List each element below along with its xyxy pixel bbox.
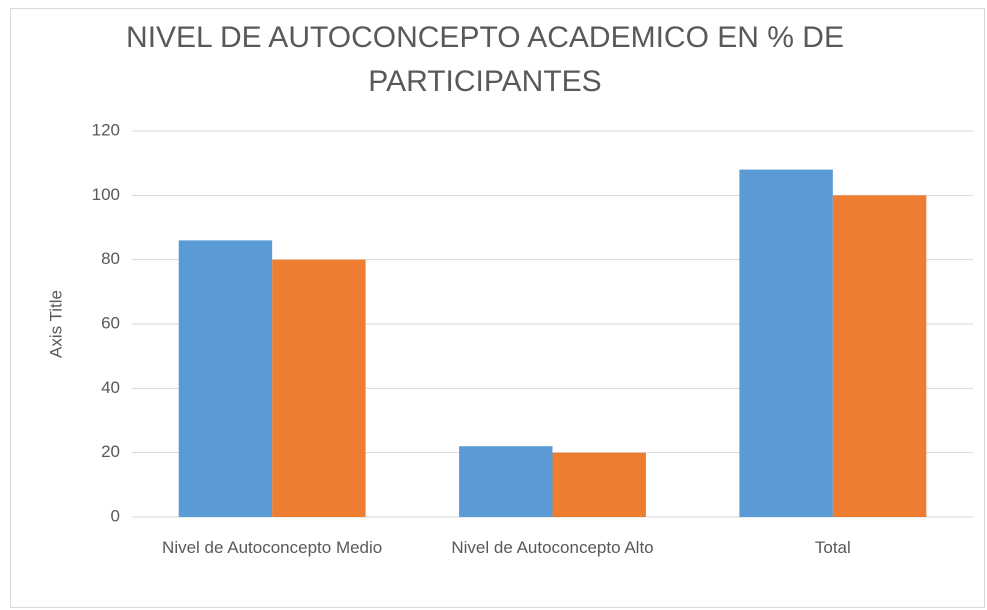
bar xyxy=(552,452,646,517)
y-tick-label: 40 xyxy=(101,378,120,397)
bar xyxy=(178,240,273,517)
bar xyxy=(459,446,553,517)
y-axis-title: Axis Title xyxy=(46,290,65,358)
bar xyxy=(272,259,366,517)
x-tick-label: Nivel de Autoconcepto Alto xyxy=(451,538,654,557)
bar xyxy=(832,195,927,518)
chart-title: NIVEL DE AUTOCONCEPTO ACADEMICO EN % DE … xyxy=(126,21,844,98)
y-tick-label: 0 xyxy=(111,506,120,525)
y-tick-label: 20 xyxy=(101,442,120,461)
y-tick-label: 100 xyxy=(92,185,120,204)
bar xyxy=(739,169,833,517)
chart-frame xyxy=(10,8,985,608)
x-tick-label: Nivel de Autoconcepto Medio xyxy=(162,538,383,557)
x-tick-label: Total xyxy=(814,538,851,557)
y-tick-label: 80 xyxy=(101,249,120,268)
y-tick-label: 120 xyxy=(92,120,120,139)
y-tick-label: 60 xyxy=(101,313,120,332)
